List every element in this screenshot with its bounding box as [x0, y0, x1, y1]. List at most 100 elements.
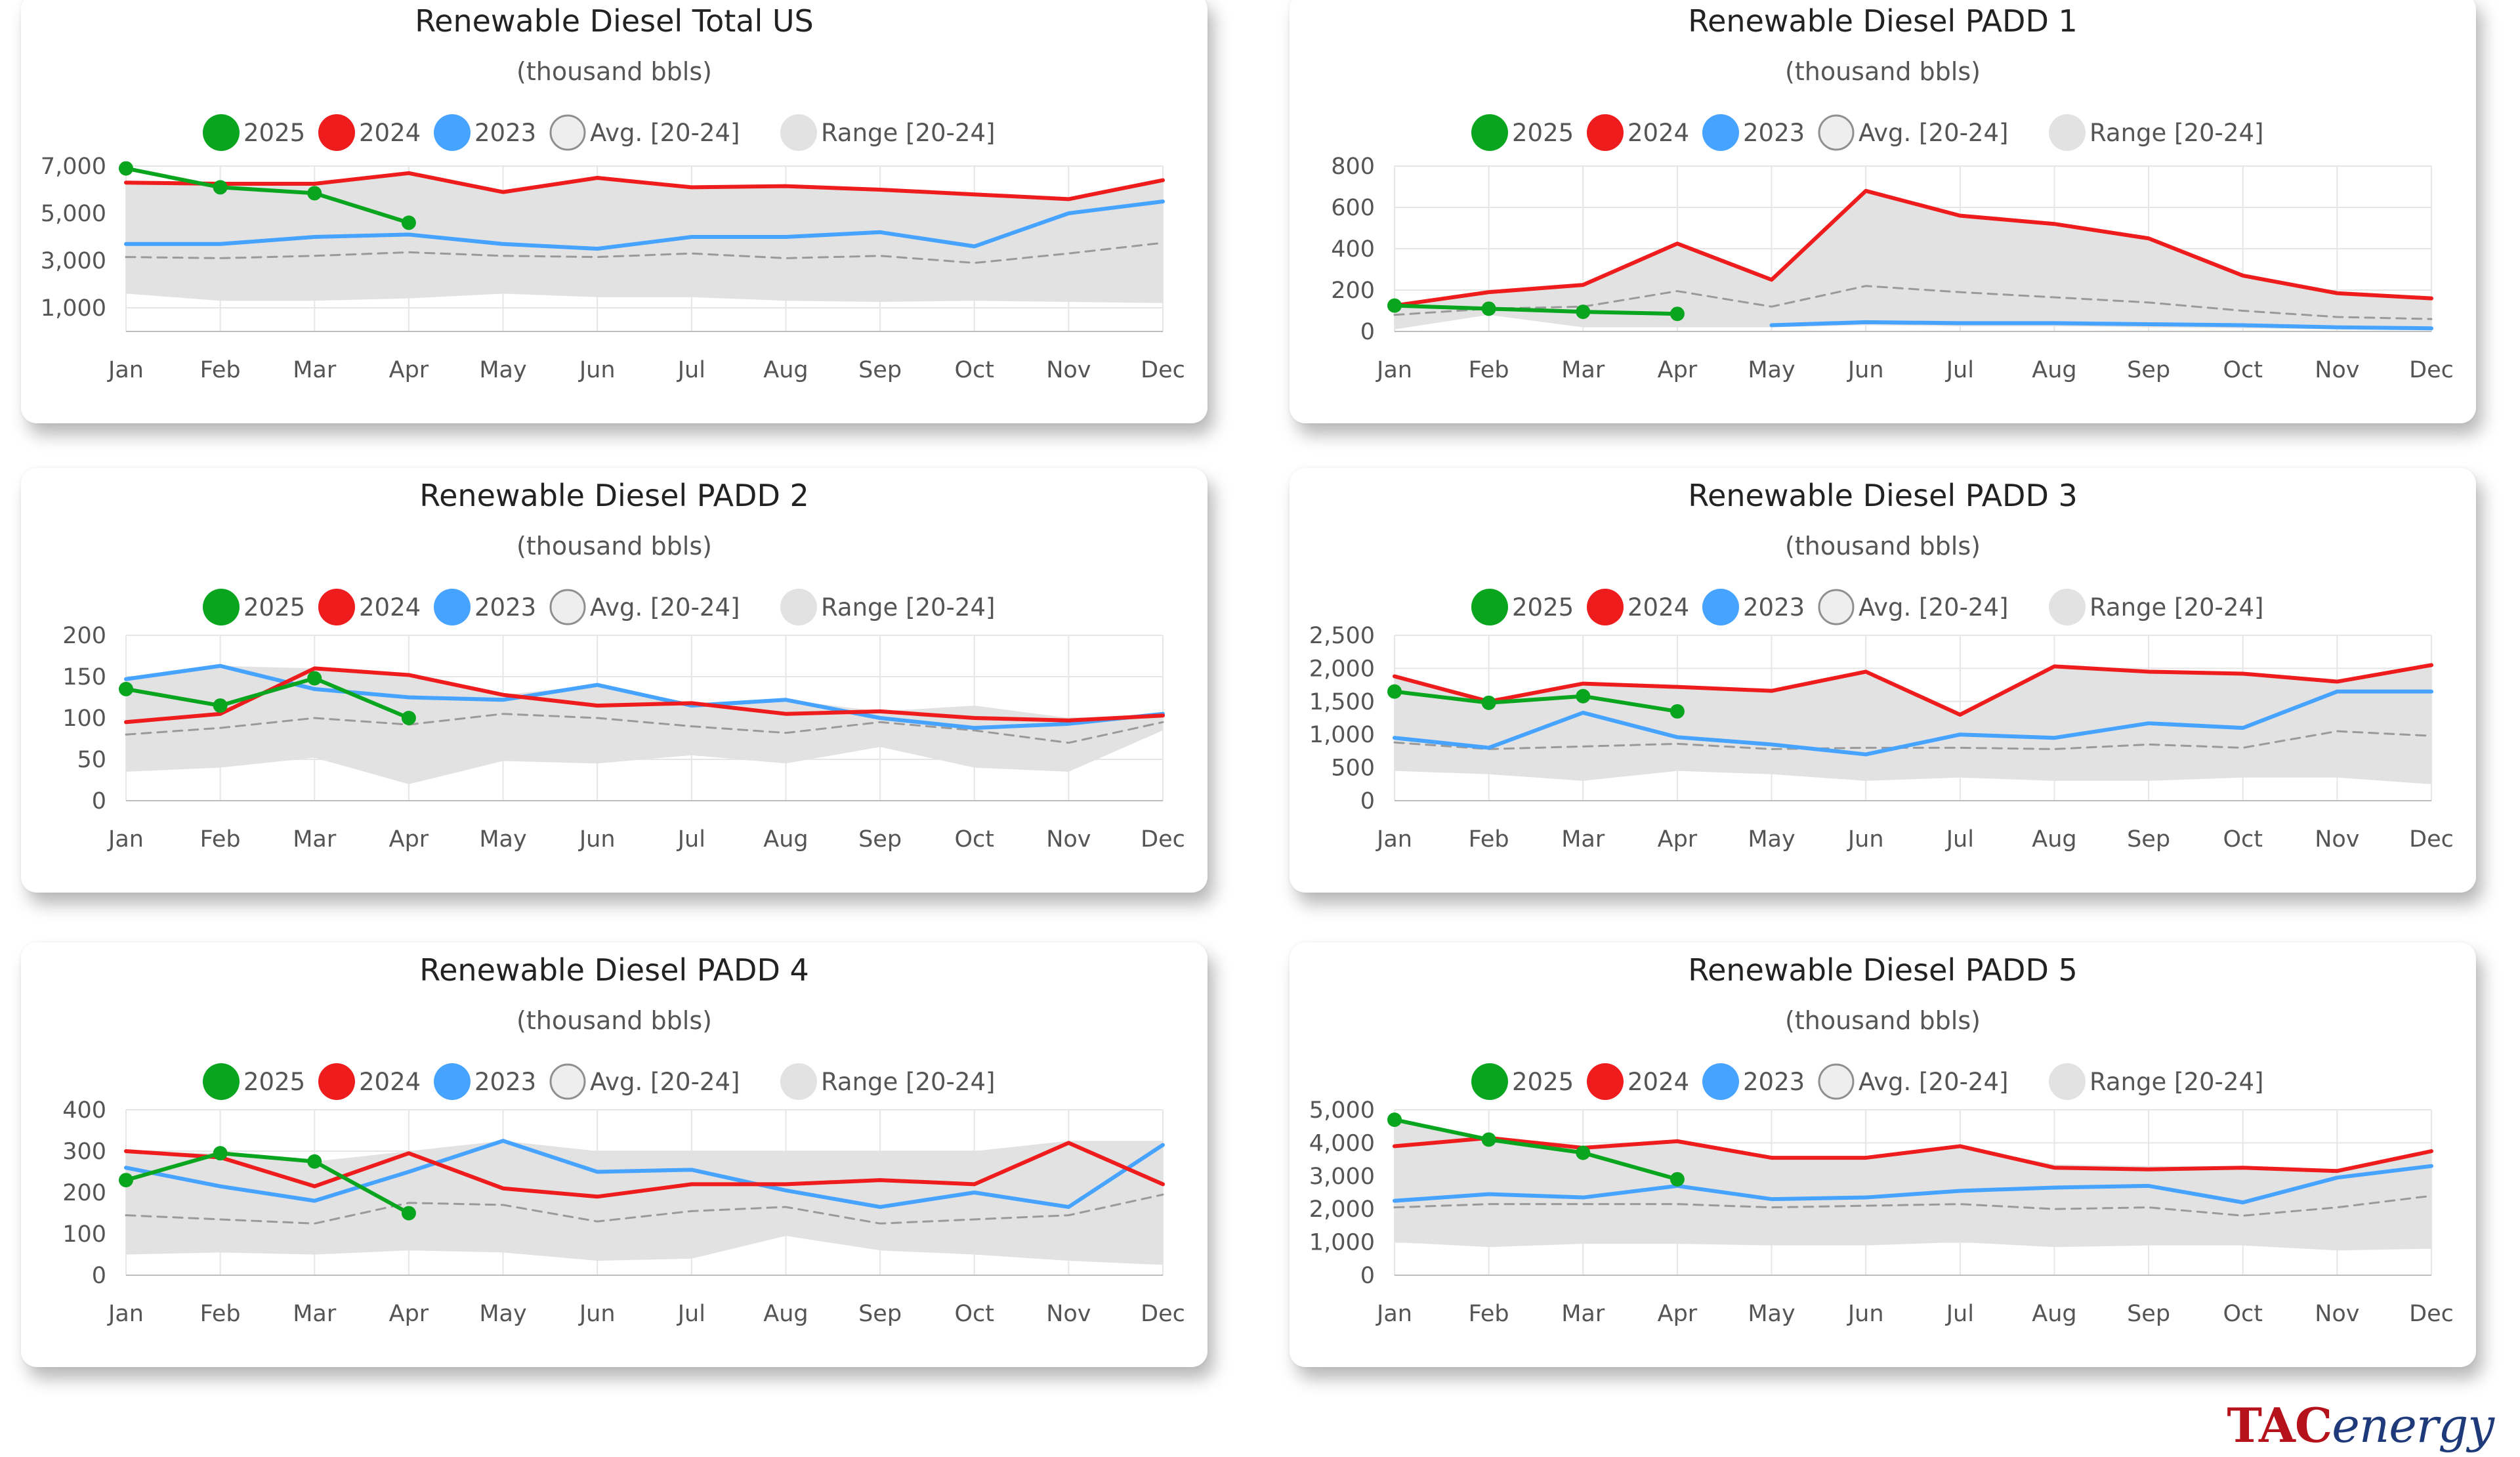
series-point-2025 — [1387, 1112, 1402, 1128]
y-tick-label: 150 — [62, 664, 106, 690]
legend-2024-label: 2024 — [359, 119, 421, 147]
y-tick-label: 300 — [62, 1139, 106, 1165]
legend-2024-marker — [318, 114, 355, 151]
series-point-2025 — [1387, 298, 1402, 313]
series-line-2024 — [124, 171, 1165, 201]
x-tick-label: Mar — [1561, 1301, 1605, 1327]
series-point-2025 — [1670, 1172, 1685, 1187]
legend-2023-label: 2023 — [1743, 119, 1805, 147]
x-tick-label: May — [479, 826, 526, 853]
series-line-avg-20-24 — [125, 1193, 1164, 1225]
chart-subtitle: (thousand bbls) — [1785, 1006, 1981, 1035]
x-tick-label: Jan — [1376, 357, 1412, 383]
series-line-avg-20-24 — [1393, 1194, 2433, 1217]
x-tick-label: Dec — [1141, 826, 1185, 853]
legend-2023-label: 2023 — [474, 119, 536, 147]
legend-avg-20-24-label: Avg. [20-24] — [590, 1068, 740, 1096]
chart-padd4: Renewable Diesel PADD 4 (thousand bbls) 20… — [62, 952, 1185, 1327]
x-tick-label: Feb — [200, 357, 241, 383]
x-tick-label: Apr — [1658, 1301, 1698, 1327]
legend-2025-label: 2025 — [1512, 1068, 1574, 1096]
x-tick-label: Sep — [2127, 357, 2170, 383]
legend-2023-marker — [434, 589, 471, 625]
chart-padd5: Renewable Diesel PADD 5 (thousand bbls) 20… — [1309, 952, 2454, 1327]
legend-2025-marker — [203, 114, 240, 151]
y-tick-label: 500 — [1331, 755, 1375, 782]
logo-tac: TAC — [2227, 1397, 2332, 1453]
series-line-2023 — [124, 1139, 1165, 1210]
legend-avg-20-24-marker — [549, 1063, 586, 1100]
x-tick-label: Apr — [1658, 357, 1698, 383]
chart-title: Renewable Diesel PADD 5 — [1688, 952, 2078, 988]
legend-avg-20-24-marker — [1818, 1063, 1855, 1100]
legend-2025-label: 2025 — [243, 593, 305, 622]
legend-avg-20-24-marker — [1818, 114, 1855, 151]
y-tick-label: 4,000 — [1309, 1130, 1375, 1156]
x-tick-label: Nov — [2315, 1301, 2359, 1327]
y-tick-label: 400 — [62, 1097, 106, 1124]
x-tick-label: Jul — [1945, 357, 1974, 383]
legend-2024-marker — [318, 1063, 355, 1100]
y-tick-label: 100 — [62, 706, 106, 732]
x-tick-label: Jul — [677, 357, 705, 383]
x-tick-label: Oct — [954, 826, 994, 853]
x-tick-label: Jul — [1945, 1301, 1974, 1327]
x-tick-label: Oct — [2223, 357, 2263, 383]
chart-legend: 2025 2024 2023 Avg. [20-24] Range [20-24] — [203, 114, 995, 151]
series-point-2025 — [119, 161, 133, 176]
chart-padd3: Renewable Diesel PADD 3 (thousand bbls) 20… — [1309, 478, 2454, 853]
x-tick-label: Jun — [578, 1301, 616, 1327]
y-tick-label: 200 — [1331, 278, 1375, 304]
x-tick-label: May — [479, 1301, 526, 1327]
legend-2023-label: 2023 — [1743, 593, 1805, 622]
legend-2025-marker — [203, 589, 240, 625]
chart-subtitle: (thousand bbls) — [1785, 532, 1981, 560]
x-tick-label: Mar — [293, 826, 337, 853]
legend-range-20-24-label: Range [20-24] — [821, 1068, 995, 1096]
series-line-2023 — [1393, 1164, 2433, 1205]
series-point-2025 — [213, 698, 228, 713]
legend-2024-label: 2024 — [359, 1068, 421, 1096]
y-tick-label: 0 — [1360, 319, 1375, 345]
chart-subtitle: (thousand bbls) — [516, 1006, 712, 1035]
x-tick-label: Nov — [2315, 826, 2359, 853]
legend-avg-20-24-label: Avg. [20-24] — [590, 119, 740, 147]
series-point-2025 — [1670, 704, 1685, 719]
chart-legend: 2025 2024 2023 Avg. [20-24] Range [20-24] — [1471, 589, 2263, 625]
legend-2024-marker — [1587, 114, 1624, 151]
series-line-2024 — [1393, 188, 2433, 308]
x-tick-label: May — [479, 357, 526, 383]
series-line-avg-20-24 — [125, 713, 1164, 744]
series-line-avg-20-24 — [125, 242, 1164, 264]
x-tick-label: Sep — [2127, 1301, 2170, 1327]
x-tick-label: Dec — [2409, 1301, 2454, 1327]
legend-avg-20-24-label: Avg. [20-24] — [590, 593, 740, 622]
legend-range-20-24-marker — [780, 589, 817, 625]
series-line-2023 — [1393, 689, 2433, 757]
legend-range-20-24-label: Range [20-24] — [821, 119, 995, 147]
y-tick-label: 400 — [1331, 236, 1375, 263]
legend-2023-marker — [1702, 589, 1739, 625]
series-line-2023 — [124, 200, 1165, 251]
y-tick-label: 7,000 — [41, 154, 106, 180]
x-tick-label: Jan — [1376, 826, 1412, 853]
series-point-2025 — [401, 711, 416, 725]
series-point-2025 — [401, 1206, 416, 1221]
chart-title: Renewable Diesel PADD 3 — [1688, 478, 2078, 513]
chart-card-padd3: Renewable Diesel PADD 3 (thousand bbls) 20… — [1290, 468, 2476, 893]
x-tick-label: Jun — [1847, 357, 1884, 383]
x-tick-label: Jan — [107, 826, 144, 853]
series-point-2025 — [1576, 1145, 1591, 1160]
x-tick-label: Mar — [1561, 357, 1605, 383]
series-line-2023 — [1769, 320, 2433, 331]
y-tick-label: 0 — [1360, 1263, 1375, 1289]
series-point-2025 — [119, 681, 133, 696]
series-line-2024 — [1393, 663, 2433, 717]
x-tick-label: Aug — [763, 826, 808, 853]
y-tick-label: 5,000 — [41, 201, 106, 227]
chart-padd1: Renewable Diesel PADD 1 (thousand bbls) 20… — [1331, 3, 2454, 383]
y-tick-label: 2,500 — [1309, 623, 1375, 649]
x-tick-label: Jul — [677, 826, 705, 853]
tac-energy-logo: TACenergy — [2227, 1402, 2494, 1450]
legend-avg-20-24-label: Avg. [20-24] — [1858, 593, 2008, 622]
